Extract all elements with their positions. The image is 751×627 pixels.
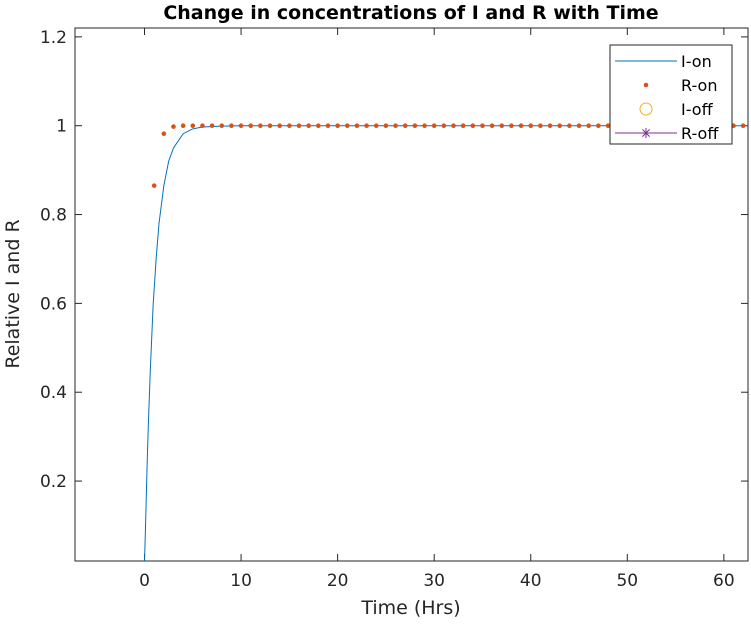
data-point-R-on: [373, 123, 379, 129]
data-point-R-on: [277, 123, 283, 129]
y-tick-label: 1.2: [40, 28, 67, 48]
data-point-R-on: [518, 123, 524, 129]
data-point-R-on: [451, 123, 456, 129]
data-point-R-on: [441, 123, 447, 129]
data-point-R-on: [576, 123, 582, 129]
data-point-R-on: [344, 123, 350, 129]
legend-entry-label: R-off: [681, 124, 719, 143]
data-point-R-on: [383, 123, 389, 129]
legend-swatch-star: [641, 128, 651, 138]
data-point-R-on: [296, 123, 302, 129]
data-point-R-on: [335, 123, 340, 129]
data-point-R-on: [557, 123, 563, 129]
chart-title: Change in concentrations of I and R with…: [163, 2, 658, 24]
data-point-R-on: [431, 123, 437, 129]
data-point-R-on: [364, 123, 369, 129]
data-point-R-on: [489, 123, 495, 129]
data-point-R-on: [538, 123, 543, 129]
x-tick-label: 10: [230, 571, 252, 591]
legend-entry-label: I-on: [681, 52, 712, 71]
data-point-R-on: [422, 123, 427, 129]
data-point-R-on: [325, 123, 331, 129]
y-axis-label: Relative I and R: [2, 219, 24, 368]
data-point-R-on: [402, 123, 408, 129]
data-point-R-on: [528, 123, 534, 129]
y-axis: 0.2 0.4 0.6 0.8 1 1.2: [40, 28, 748, 492]
data-point-R-on: [161, 131, 167, 137]
data-point-R-on: [460, 123, 466, 129]
data-point-R-on: [238, 123, 244, 129]
legend-swatch-dot: [643, 82, 649, 88]
x-tick-label: 20: [327, 571, 349, 591]
data-point-R-on: [306, 123, 311, 129]
data-point-R-on: [499, 123, 505, 129]
data-point-R-on: [480, 123, 485, 129]
data-point-R-on: [605, 123, 611, 129]
x-tick-label: 40: [520, 571, 542, 591]
legend-entry-label: R-on: [681, 76, 717, 95]
data-point-R-on: [567, 123, 572, 129]
x-axis: 0 10 20 30 40 50 60: [139, 28, 735, 591]
data-point-R-on: [180, 123, 186, 129]
y-tick-label: 0.6: [40, 294, 67, 314]
data-point-R-on: [740, 123, 746, 129]
data-point-R-on: [316, 123, 321, 129]
data-point-R-on: [287, 123, 292, 129]
y-tick-label: 0.4: [40, 383, 67, 403]
data-point-R-on: [470, 123, 476, 129]
data-point-R-on: [219, 123, 225, 129]
data-point-R-on: [509, 123, 514, 129]
data-point-R-on: [171, 124, 176, 129]
legend: I-on R-on I-off R-off: [609, 44, 733, 145]
x-axis-label: Time (Hrs): [360, 597, 460, 619]
series-line-I-on: [144, 125, 748, 562]
data-point-R-on: [229, 123, 234, 129]
y-tick-label: 1: [56, 117, 67, 137]
x-tick-label: 0: [139, 571, 150, 591]
data-point-R-on: [209, 123, 215, 129]
legend-swatch-circle: [639, 102, 653, 116]
data-point-R-on: [190, 123, 196, 129]
data-point-R-on: [354, 123, 360, 129]
data-point-R-on: [393, 123, 398, 129]
data-point-R-on: [547, 123, 553, 129]
data-point-R-on: [200, 123, 205, 129]
x-tick-label: 50: [616, 571, 638, 591]
data-point-R-on: [267, 123, 273, 129]
x-tick-label: 60: [713, 571, 735, 591]
data-point-R-on: [586, 123, 591, 129]
legend-entry-label: I-off: [681, 100, 714, 119]
data-point-R-on: [258, 123, 263, 129]
data-point-R-on: [412, 123, 418, 129]
data-point-R-on: [151, 183, 157, 188]
y-tick-label: 0.2: [40, 472, 67, 492]
y-tick-label: 0.8: [40, 206, 67, 226]
data-point-R-on: [596, 123, 601, 129]
x-tick-label: 30: [423, 571, 445, 591]
data-point-R-on: [248, 123, 254, 129]
